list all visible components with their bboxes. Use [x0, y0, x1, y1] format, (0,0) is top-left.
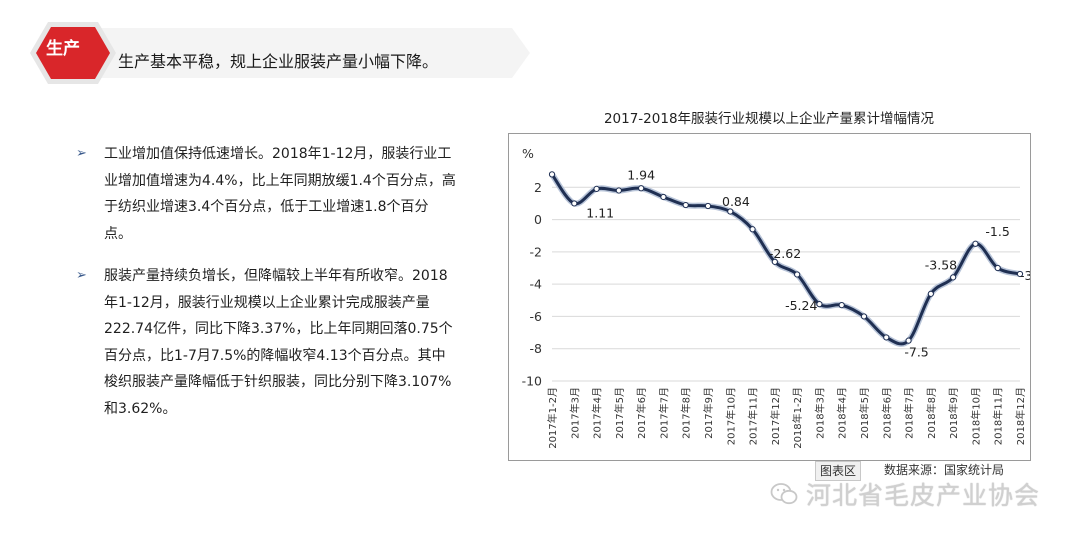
x-tick-label: 2017年9月 — [702, 387, 715, 439]
x-tick-label: 2018年8月 — [925, 387, 938, 439]
x-tick-label: 2017年12月 — [769, 387, 782, 445]
bullet-item: ➢ 工业增加值保持低速增长。2018年1-12月，服装行业工业增加值增速为4.4… — [76, 141, 456, 247]
line-chart: 2 0 -2 -4 -6 -8 -10% 2017年1-2月 2017年3月 2017年4月 201… — [522, 146, 1030, 449]
data-point — [682, 201, 689, 209]
bullet-item: ➢ 服装产量持续负增长，但降幅较上半年有所收窄。2018年1-12月，服装行业规… — [76, 263, 456, 422]
banner-shape — [30, 22, 530, 84]
x-tick-label: 2017年3月 — [568, 387, 581, 439]
data-point — [704, 202, 712, 210]
bullet-list: ➢ 工业增加值保持低速增长。2018年1-12月，服装行业工业增加值增速为4.4… — [76, 141, 456, 422]
x-tick-label: 2018年7月 — [903, 387, 916, 439]
data-point — [950, 274, 957, 281]
data-point — [860, 313, 868, 320]
data-point — [771, 258, 778, 265]
data-point — [838, 302, 845, 309]
arrow-bullet-icon: ➢ — [76, 268, 87, 283]
x-tick-label: 2018年5月 — [858, 387, 871, 439]
data-point — [905, 337, 912, 344]
x-tick-label: 2018年4月 — [836, 387, 849, 439]
x-tick-label: 2017年11月 — [747, 387, 760, 445]
watermark-text: 河北省毛皮产业协会 — [806, 481, 1041, 510]
x-tick-label: 2018年3月 — [813, 387, 826, 439]
x-tick-label: 2017年4月 — [591, 387, 604, 439]
data-label: -3.37 — [1020, 268, 1030, 283]
y-tick-label: -4 — [530, 277, 543, 292]
y-tick-label: -6 — [530, 309, 543, 324]
data-point — [593, 185, 600, 193]
data-point — [1016, 270, 1024, 278]
chart-title: 2017-2018年服装行业规模以上企业产量累计增幅情况 — [603, 111, 935, 127]
data-point — [794, 271, 801, 278]
x-tick-label: 2018年11月 — [992, 387, 1005, 445]
wechat-icon — [770, 483, 798, 505]
data-point — [615, 187, 622, 194]
bullet-text: 工业增加值保持低速增长。2018年1-12月，服装行业工业增加值增速为4.4%，… — [104, 146, 456, 242]
data-point — [749, 226, 756, 233]
header-banner: 生产 生产基本平稳，规上企业服装产量小幅下降。 — [0, 18, 530, 88]
data-source: 数据来源：国家统计局 — [884, 463, 1005, 477]
data-point — [660, 193, 667, 201]
data-point — [727, 208, 734, 215]
data-label: -5.24 — [785, 298, 817, 313]
x-tick-label: 2018年10月 — [969, 387, 982, 445]
x-tick-label: 2017年10月 — [724, 387, 737, 445]
y-tick-label: -8 — [530, 341, 543, 356]
data-point — [816, 301, 823, 308]
data-point — [548, 171, 556, 178]
data-label: 1.94 — [627, 167, 655, 182]
y-tick-label: 0 — [534, 212, 542, 227]
series-line — [550, 172, 1022, 346]
x-tick-label: 2018年9月 — [947, 387, 960, 439]
data-label: -2.62 — [769, 246, 801, 261]
y-tick-label: 2 — [534, 180, 542, 195]
data-label: 1.11 — [586, 205, 614, 220]
x-tick-label: 2017年7月 — [657, 387, 670, 439]
watermark: 河北省毛皮产业协会 — [770, 474, 1040, 514]
chart-area-tag: 图表区 — [815, 461, 861, 481]
data-point — [994, 264, 1001, 272]
data-label: -7.5 — [904, 345, 928, 360]
section-badge: 生产 — [46, 39, 80, 59]
data-point — [927, 290, 934, 297]
x-tick-label: 2017年8月 — [680, 387, 693, 439]
x-tick-label: 2018年12月 — [1014, 387, 1027, 445]
arrow-bullet-icon: ➢ — [76, 146, 87, 161]
x-tick-label: 2018年6月 — [880, 387, 893, 439]
y-tick-label: -2 — [530, 244, 542, 259]
data-point — [571, 200, 578, 207]
page-headline: 生产基本平稳，规上企业服装产量小幅下降。 — [118, 52, 439, 71]
x-tick-label: 2017年5月 — [613, 387, 626, 439]
y-axis-label: % — [522, 146, 534, 161]
data-label: -3.58 — [925, 257, 957, 272]
x-tick-label: 2018年1-2月 — [791, 387, 804, 449]
x-tick-label: 2017年6月 — [635, 387, 648, 439]
data-label: 0.84 — [722, 194, 750, 209]
data-label: -1.5 — [985, 224, 1009, 239]
y-tick-label: -10 — [522, 374, 542, 389]
data-point — [972, 240, 979, 247]
x-tick-label: 2017年1-2月 — [546, 387, 559, 449]
data-point — [883, 334, 890, 341]
bullet-text: 服装产量持续负增长，但降幅较上半年有所收窄。2018年1-12月，服装行业规模以… — [104, 268, 453, 417]
data-point — [638, 185, 645, 192]
